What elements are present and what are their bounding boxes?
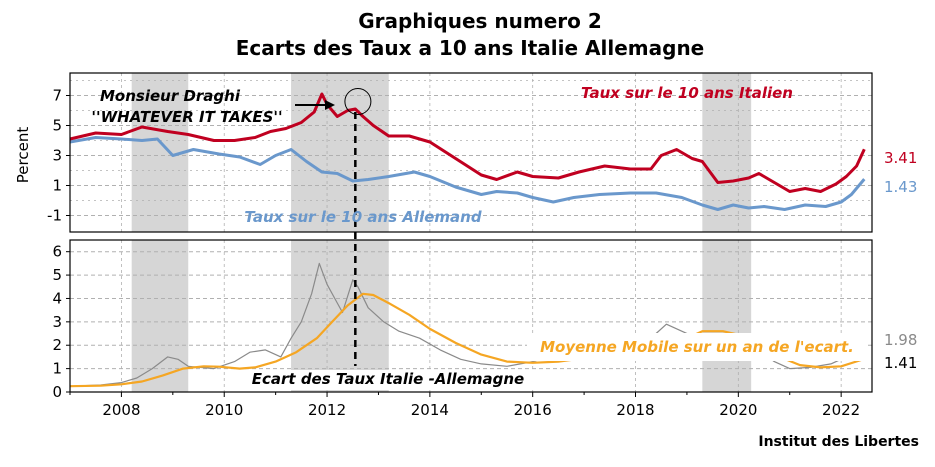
- y-tick-label-top-2: 3: [52, 147, 62, 165]
- y-axis-label: Percent: [14, 127, 32, 184]
- ma-end-value: 1.41: [884, 354, 917, 372]
- x-tick-label-3: 2014: [411, 401, 449, 419]
- x-tick-label-6: 2020: [719, 401, 757, 419]
- y-tick-label-top-0: -1: [47, 207, 62, 225]
- top-panel-frame: [69, 72, 873, 233]
- spread-series-label: Ecart des Taux Italie -Allemagne: [252, 370, 524, 388]
- y-tick-label-bottom-2: 2: [52, 336, 62, 354]
- chart-title: Graphiques numero 2: [358, 9, 602, 33]
- y-tick-label-top-1: 1: [52, 177, 62, 195]
- x-tick-label-7: 2022: [822, 401, 860, 419]
- draghi-label-line2: ''WHATEVER IT TAKES'': [91, 108, 282, 126]
- germany-series-label: Taux sur le 10 ans Allemand: [244, 208, 481, 226]
- y-tick-label-bottom-0: 0: [52, 383, 62, 401]
- y-tick-label-top-4: 7: [52, 87, 62, 105]
- italy-series-label: Taux sur le 10 ans Italien: [581, 84, 793, 102]
- x-tick-label-1: 2010: [205, 401, 243, 419]
- series-line-italy: [69, 92, 866, 193]
- chart-subtitle: Ecarts des Taux a 10 ans Italie Allemagn…: [236, 36, 705, 60]
- highlight-circle: [344, 88, 372, 115]
- germany-end-value: 1.43: [884, 178, 917, 196]
- shaded-period-bottom-0: [131, 240, 189, 392]
- italy-end-value: 3.41: [884, 149, 917, 167]
- spread-end-value: 1.98: [884, 331, 917, 349]
- draghi-arrow-head: [325, 100, 335, 110]
- y-tick-label-bottom-5: 5: [52, 266, 62, 284]
- top-panel-rates: -1 1 3 5 7: [47, 72, 873, 233]
- shaded-period-bottom-1: [291, 240, 389, 392]
- y-tick-label-bottom-4: 4: [52, 289, 62, 307]
- shaded-period-top-1: [291, 73, 389, 232]
- x-tick-label-0: 2008: [102, 401, 140, 419]
- x-tick-label-4: 2016: [514, 401, 552, 419]
- draghi-label-line1: Monsieur Draghi: [100, 87, 241, 105]
- bottom-panel-frame: [69, 239, 873, 393]
- shaded-period-bottom-2: [702, 240, 752, 392]
- ma-label-background: [527, 333, 865, 361]
- x-tick-label-2: 2012: [308, 401, 346, 419]
- bottom-panel-spread: 0 1 2 3 4 5 6 2008 2010 2012 2014 2016 2018 2020 2022: [52, 239, 873, 419]
- spread-label-background: [237, 370, 540, 390]
- y-tick-label-bottom-1: 1: [52, 360, 62, 378]
- ma-series-label: Moyenne Mobile sur un an de l'ecart.: [540, 338, 854, 356]
- x-tick-label-5: 2018: [616, 401, 654, 419]
- source-credit: Institut des Libertes: [758, 434, 919, 450]
- series-line-germany: [69, 136, 866, 211]
- y-tick-label-bottom-3: 3: [52, 313, 62, 331]
- y-tick-label-bottom-6: 6: [52, 243, 62, 261]
- y-tick-label-top-3: 5: [52, 117, 62, 135]
